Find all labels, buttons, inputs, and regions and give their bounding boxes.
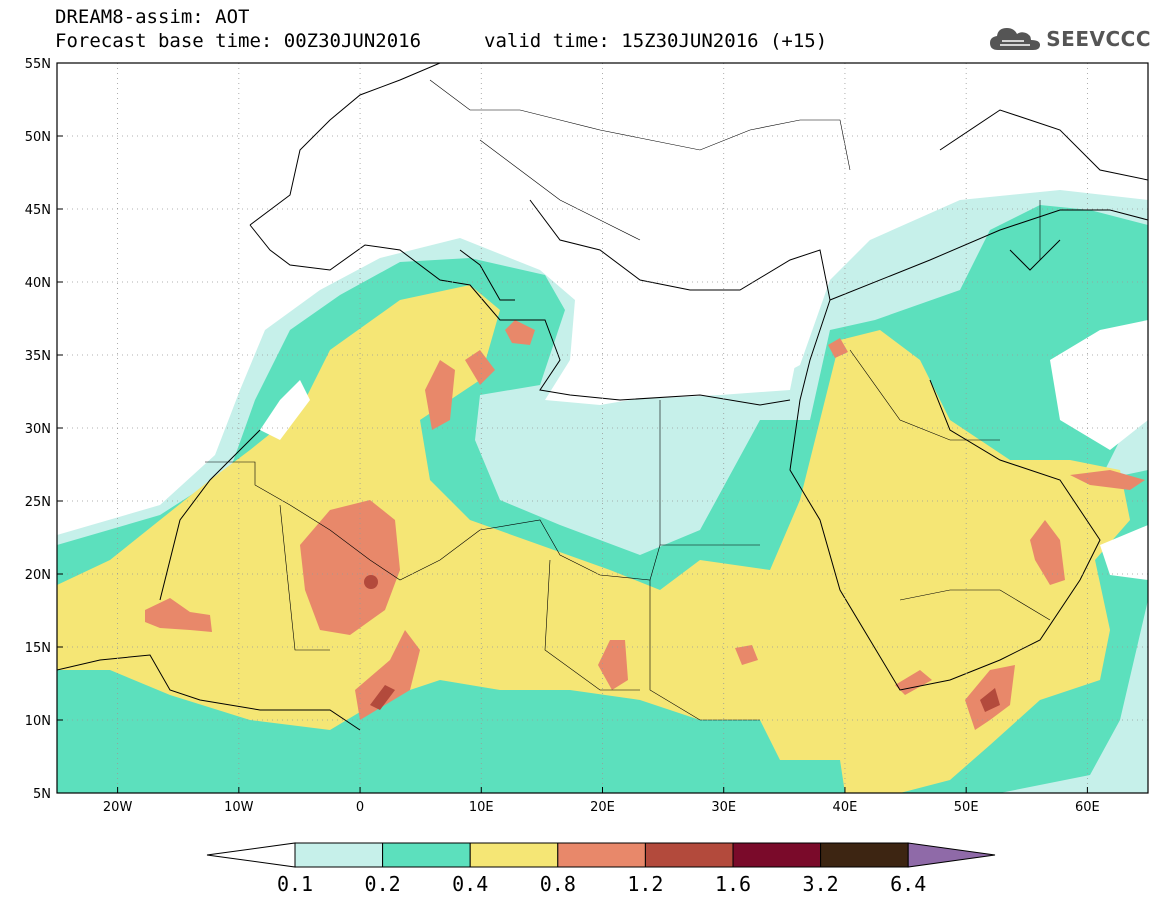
- map-title: DREAM8-assim: AOT: [55, 6, 250, 28]
- lon-tick-label: 30E: [711, 800, 736, 815]
- lat-tick-label: 5N: [33, 787, 51, 802]
- lat-tick-label: 20N: [25, 568, 51, 583]
- aot-clear: [260, 300, 1148, 580]
- colorbar-label: 0.4: [452, 872, 489, 896]
- lon-tick-label: 10W: [224, 800, 254, 815]
- lat-tick-label: 45N: [25, 203, 51, 218]
- colorbar-swatch: [732, 842, 822, 868]
- lat-tick-label: 55N: [25, 57, 51, 72]
- colorbar-label: 0.8: [539, 872, 576, 896]
- lat-tick-label: 30N: [25, 422, 51, 437]
- colorbar-swatch: [469, 842, 559, 868]
- colorbar-min-arrow: [206, 842, 296, 868]
- lat-tick-label: 25N: [25, 495, 51, 510]
- graticule: [57, 63, 1148, 793]
- logo-text: SEEVCCC: [1046, 27, 1151, 51]
- colorbar-swatch: [644, 842, 734, 868]
- colorbar-swatch: [294, 842, 384, 868]
- colorbar-swatch: [557, 842, 646, 868]
- colorbar-label: 0.2: [364, 872, 401, 896]
- lon-tick-label: 60E: [1075, 800, 1100, 815]
- cloud-icon: [990, 28, 1041, 50]
- colorbar-label: 0.1: [276, 872, 314, 896]
- lon-tick-label: 20W: [103, 800, 133, 815]
- aot-level-0.8: [145, 320, 1145, 730]
- colorbar-swatch: [382, 842, 471, 868]
- aot-level-1.2: [364, 575, 1000, 712]
- colorbar-label: 3.2: [802, 872, 839, 896]
- borders: [205, 79, 1051, 721]
- lon-tick-label: 10E: [469, 800, 494, 815]
- lat-tick-label: 35N: [25, 349, 51, 364]
- lon-tick-label: 50E: [954, 800, 979, 815]
- seevccc-logo: SEEVCCC: [988, 22, 1151, 56]
- forecast-base-time: Forecast base time: 00Z30JUN2016: [55, 30, 422, 52]
- colorbar-label: 1.2: [627, 872, 664, 896]
- lon-tick-label: 20E: [590, 800, 615, 815]
- lat-tick-label: 40N: [25, 276, 51, 291]
- lat-tick-label: 10N: [25, 714, 51, 729]
- colorbar-label: 1.6: [714, 872, 752, 896]
- valid-time: valid time: 15Z30JUN2016 (+15): [484, 30, 828, 52]
- lat-tick-label: 15N: [25, 641, 51, 656]
- axis-ticks: 20W 10W 0 10E 20E 30E 40E 50E 60E 55N 50N 45N 40N 35N…: [25, 57, 1100, 815]
- lon-tick-label: 40E: [833, 800, 858, 815]
- colorbar-label: 6.4: [890, 872, 927, 896]
- colorbar: [206, 842, 996, 868]
- aot-level-0.4: [57, 285, 1130, 793]
- aot-fields: [57, 63, 1148, 793]
- coastlines: [57, 63, 1148, 731]
- colorbar-swatch: [820, 842, 909, 868]
- lat-tick-label: 50N: [25, 130, 51, 145]
- colorbar-max-arrow: [907, 842, 996, 868]
- lon-tick-label: 0: [356, 800, 364, 815]
